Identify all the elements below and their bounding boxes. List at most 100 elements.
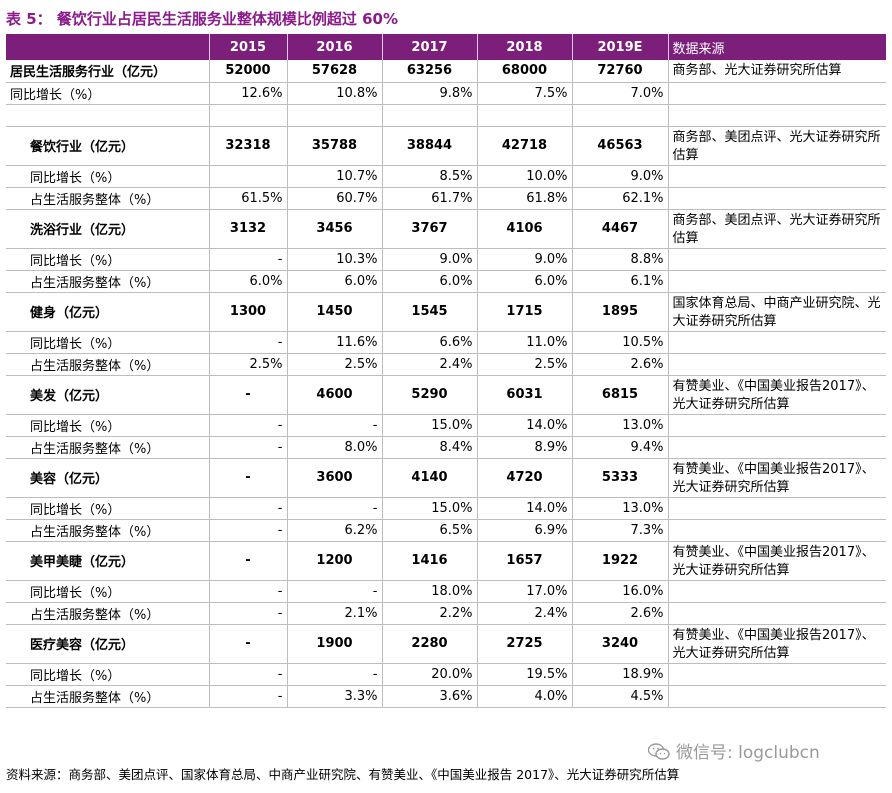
value-cell-2018: 6031 bbox=[476, 375, 572, 414]
detail-row: 同比增长（%） - -15.0% 14.0% 13.0% bbox=[6, 497, 886, 519]
value-cell-2015: - bbox=[208, 663, 287, 685]
row-label: 美容（亿元） bbox=[30, 472, 109, 487]
value-cell-2018 bbox=[476, 104, 572, 126]
row-label: 占生活服务整体（%） bbox=[30, 192, 160, 208]
source-cell: 有赞美业、《中国美业报告2017》、光大证券研究所估算 bbox=[667, 458, 886, 497]
value-cell-2015: 1300 bbox=[208, 292, 287, 331]
value-cell-2015: - bbox=[208, 331, 287, 353]
value-cell-2015: - bbox=[208, 436, 287, 458]
value-cell-2018: 2725 bbox=[476, 624, 572, 663]
value-cell-2017: 4140 bbox=[381, 458, 477, 497]
detail-row: 占生活服务整体（%） -3.3% 3.6% 4.0% 4.5% bbox=[6, 685, 886, 707]
watermark: 微信号: logclubcn bbox=[647, 738, 820, 763]
value-cell-2015: 3132 bbox=[208, 209, 287, 248]
table-body: 居民生活服务行业（亿元） 52000 57628 63256 68000 72760 商务部… bbox=[6, 60, 886, 707]
value-cell-2015: 52000 bbox=[208, 60, 287, 82]
category-row: 美甲美睫（亿元） -1200 1416 1657 1922 有赞美业、《中国美业报告201… bbox=[6, 541, 886, 580]
value-cell-2016: 4600 bbox=[286, 375, 382, 414]
detail-row: 同比增长（%） - -18.0% 17.0% 16.0% bbox=[6, 580, 886, 602]
row-label: 餐饮行业（亿元） bbox=[30, 140, 135, 155]
value-cell-2016: 6.2% bbox=[286, 519, 382, 541]
source-cell bbox=[667, 663, 886, 685]
header-year-2018: 2018 bbox=[476, 34, 572, 60]
value-cell-2017: 3.6% bbox=[381, 685, 477, 707]
source-cell bbox=[667, 82, 886, 104]
value-cell-2019e: 16.0% bbox=[571, 580, 668, 602]
row-label bbox=[6, 104, 209, 126]
header-year-2015: 2015 bbox=[208, 34, 287, 60]
value-cell-2017: 2.2% bbox=[381, 602, 477, 624]
value-cell-2015: - bbox=[208, 580, 287, 602]
value-cell-2019e: 3240 bbox=[571, 624, 668, 663]
value-cell-2016: 10.8% bbox=[286, 82, 382, 104]
value-cell-2018: 1715 bbox=[476, 292, 572, 331]
value-cell-2019e: 7.0% bbox=[571, 82, 668, 104]
detail-row: 占生活服务整体（%） -6.2% 6.5% 6.9% 7.3% bbox=[6, 519, 886, 541]
summary-row: 居民生活服务行业（亿元） 52000 57628 63256 68000 72760 商务部… bbox=[6, 60, 886, 82]
value-cell-2019e: 1895 bbox=[571, 292, 668, 331]
value-cell-2015: 61.5% bbox=[208, 187, 287, 209]
source-cell bbox=[667, 497, 886, 519]
source-cell bbox=[667, 685, 886, 707]
value-cell-2019e: 62.1% bbox=[571, 187, 668, 209]
detail-row: 占生活服务整体（%） -2.1% 2.2% 2.4% 2.6% bbox=[6, 602, 886, 624]
value-cell-2015: 12.6% bbox=[208, 82, 287, 104]
value-cell-2016: 2.1% bbox=[286, 602, 382, 624]
value-cell-2019e: 1922 bbox=[571, 541, 668, 580]
value-cell-2019e: 13.0% bbox=[571, 497, 668, 519]
value-cell-2019e: 46563 bbox=[571, 126, 668, 165]
value-cell-2018: 68000 bbox=[476, 60, 572, 82]
wechat-icon bbox=[647, 743, 670, 761]
value-cell-2019e: 5333 bbox=[571, 458, 668, 497]
data-table: 2015 2016 2017 2018 2019E 数据来源 居民生活服务行业（… bbox=[6, 34, 886, 708]
watermark-text: 微信号: logclubcn bbox=[676, 743, 820, 763]
value-cell-2019e: 7.3% bbox=[571, 519, 668, 541]
value-cell-2018: 9.0% bbox=[476, 248, 572, 270]
value-cell-2016: 60.7% bbox=[286, 187, 382, 209]
value-cell-2018: 2.4% bbox=[476, 602, 572, 624]
row-label: 同比增长（%） bbox=[30, 585, 121, 601]
value-cell-2015: 6.0% bbox=[208, 270, 287, 292]
detail-row: 同比增长（%） -11.6% 6.6% 11.0% 10.5% bbox=[6, 331, 886, 353]
row-label: 医疗美容（亿元） bbox=[30, 638, 135, 653]
value-cell-2016 bbox=[286, 104, 382, 126]
value-cell-2016: 8.0% bbox=[286, 436, 382, 458]
row-label: 占生活服务整体（%） bbox=[30, 441, 160, 457]
value-cell-2019e: 2.6% bbox=[571, 602, 668, 624]
value-cell-2018: 4720 bbox=[476, 458, 572, 497]
value-cell-2017: 9.0% bbox=[381, 248, 477, 270]
row-label: 占生活服务整体（%） bbox=[30, 358, 160, 374]
value-cell-2015: 2.5% bbox=[208, 353, 287, 375]
value-cell-2018: 1657 bbox=[476, 541, 572, 580]
value-cell-2016: 2.5% bbox=[286, 353, 382, 375]
value-cell-2017: 6.0% bbox=[381, 270, 477, 292]
value-cell-2019e: 6.1% bbox=[571, 270, 668, 292]
detail-row: 占生活服务整体（%） 2.5% 2.5% 2.4% 2.5% 2.6% bbox=[6, 353, 886, 375]
value-cell-2015: - bbox=[208, 624, 287, 663]
source-cell bbox=[667, 270, 886, 292]
value-cell-2019e: 4.5% bbox=[571, 685, 668, 707]
value-cell-2016: - bbox=[286, 580, 382, 602]
value-cell-2015: - bbox=[208, 519, 287, 541]
value-cell-2017: 9.8% bbox=[381, 82, 477, 104]
row-label: 同比增长（%） bbox=[10, 87, 101, 103]
value-cell-2016: 10.3% bbox=[286, 248, 382, 270]
value-cell-2019e bbox=[571, 104, 668, 126]
value-cell-2015: - bbox=[208, 458, 287, 497]
category-row: 健身（亿元） 1300 1450 1545 1715 1895 国家体育总局、中商产业研究院… bbox=[6, 292, 886, 331]
value-cell-2016: 57628 bbox=[286, 60, 382, 82]
value-cell-2016: 3.3% bbox=[286, 685, 382, 707]
source-cell: 有赞美业、《中国美业报告2017》、光大证券研究所估算 bbox=[667, 541, 886, 580]
value-cell-2017: 5290 bbox=[381, 375, 477, 414]
header-label-cell bbox=[6, 34, 209, 60]
value-cell-2016: - bbox=[286, 663, 382, 685]
value-cell-2017: 20.0% bbox=[381, 663, 477, 685]
value-cell-2017: 3767 bbox=[381, 209, 477, 248]
row-label: 占生活服务整体（%） bbox=[30, 690, 160, 706]
source-cell: 国家体育总局、中商产业研究院、光大证券研究所估算 bbox=[667, 292, 886, 331]
value-cell-2016: 3600 bbox=[286, 458, 382, 497]
value-cell-2016: 10.7% bbox=[286, 165, 382, 187]
row-label: 同比增长（%） bbox=[30, 253, 121, 269]
value-cell-2017: 1416 bbox=[381, 541, 477, 580]
category-row: 洗浴行业（亿元） 3132 3456 3767 4106 4467 商务部、美团点评、光大证… bbox=[6, 209, 886, 248]
